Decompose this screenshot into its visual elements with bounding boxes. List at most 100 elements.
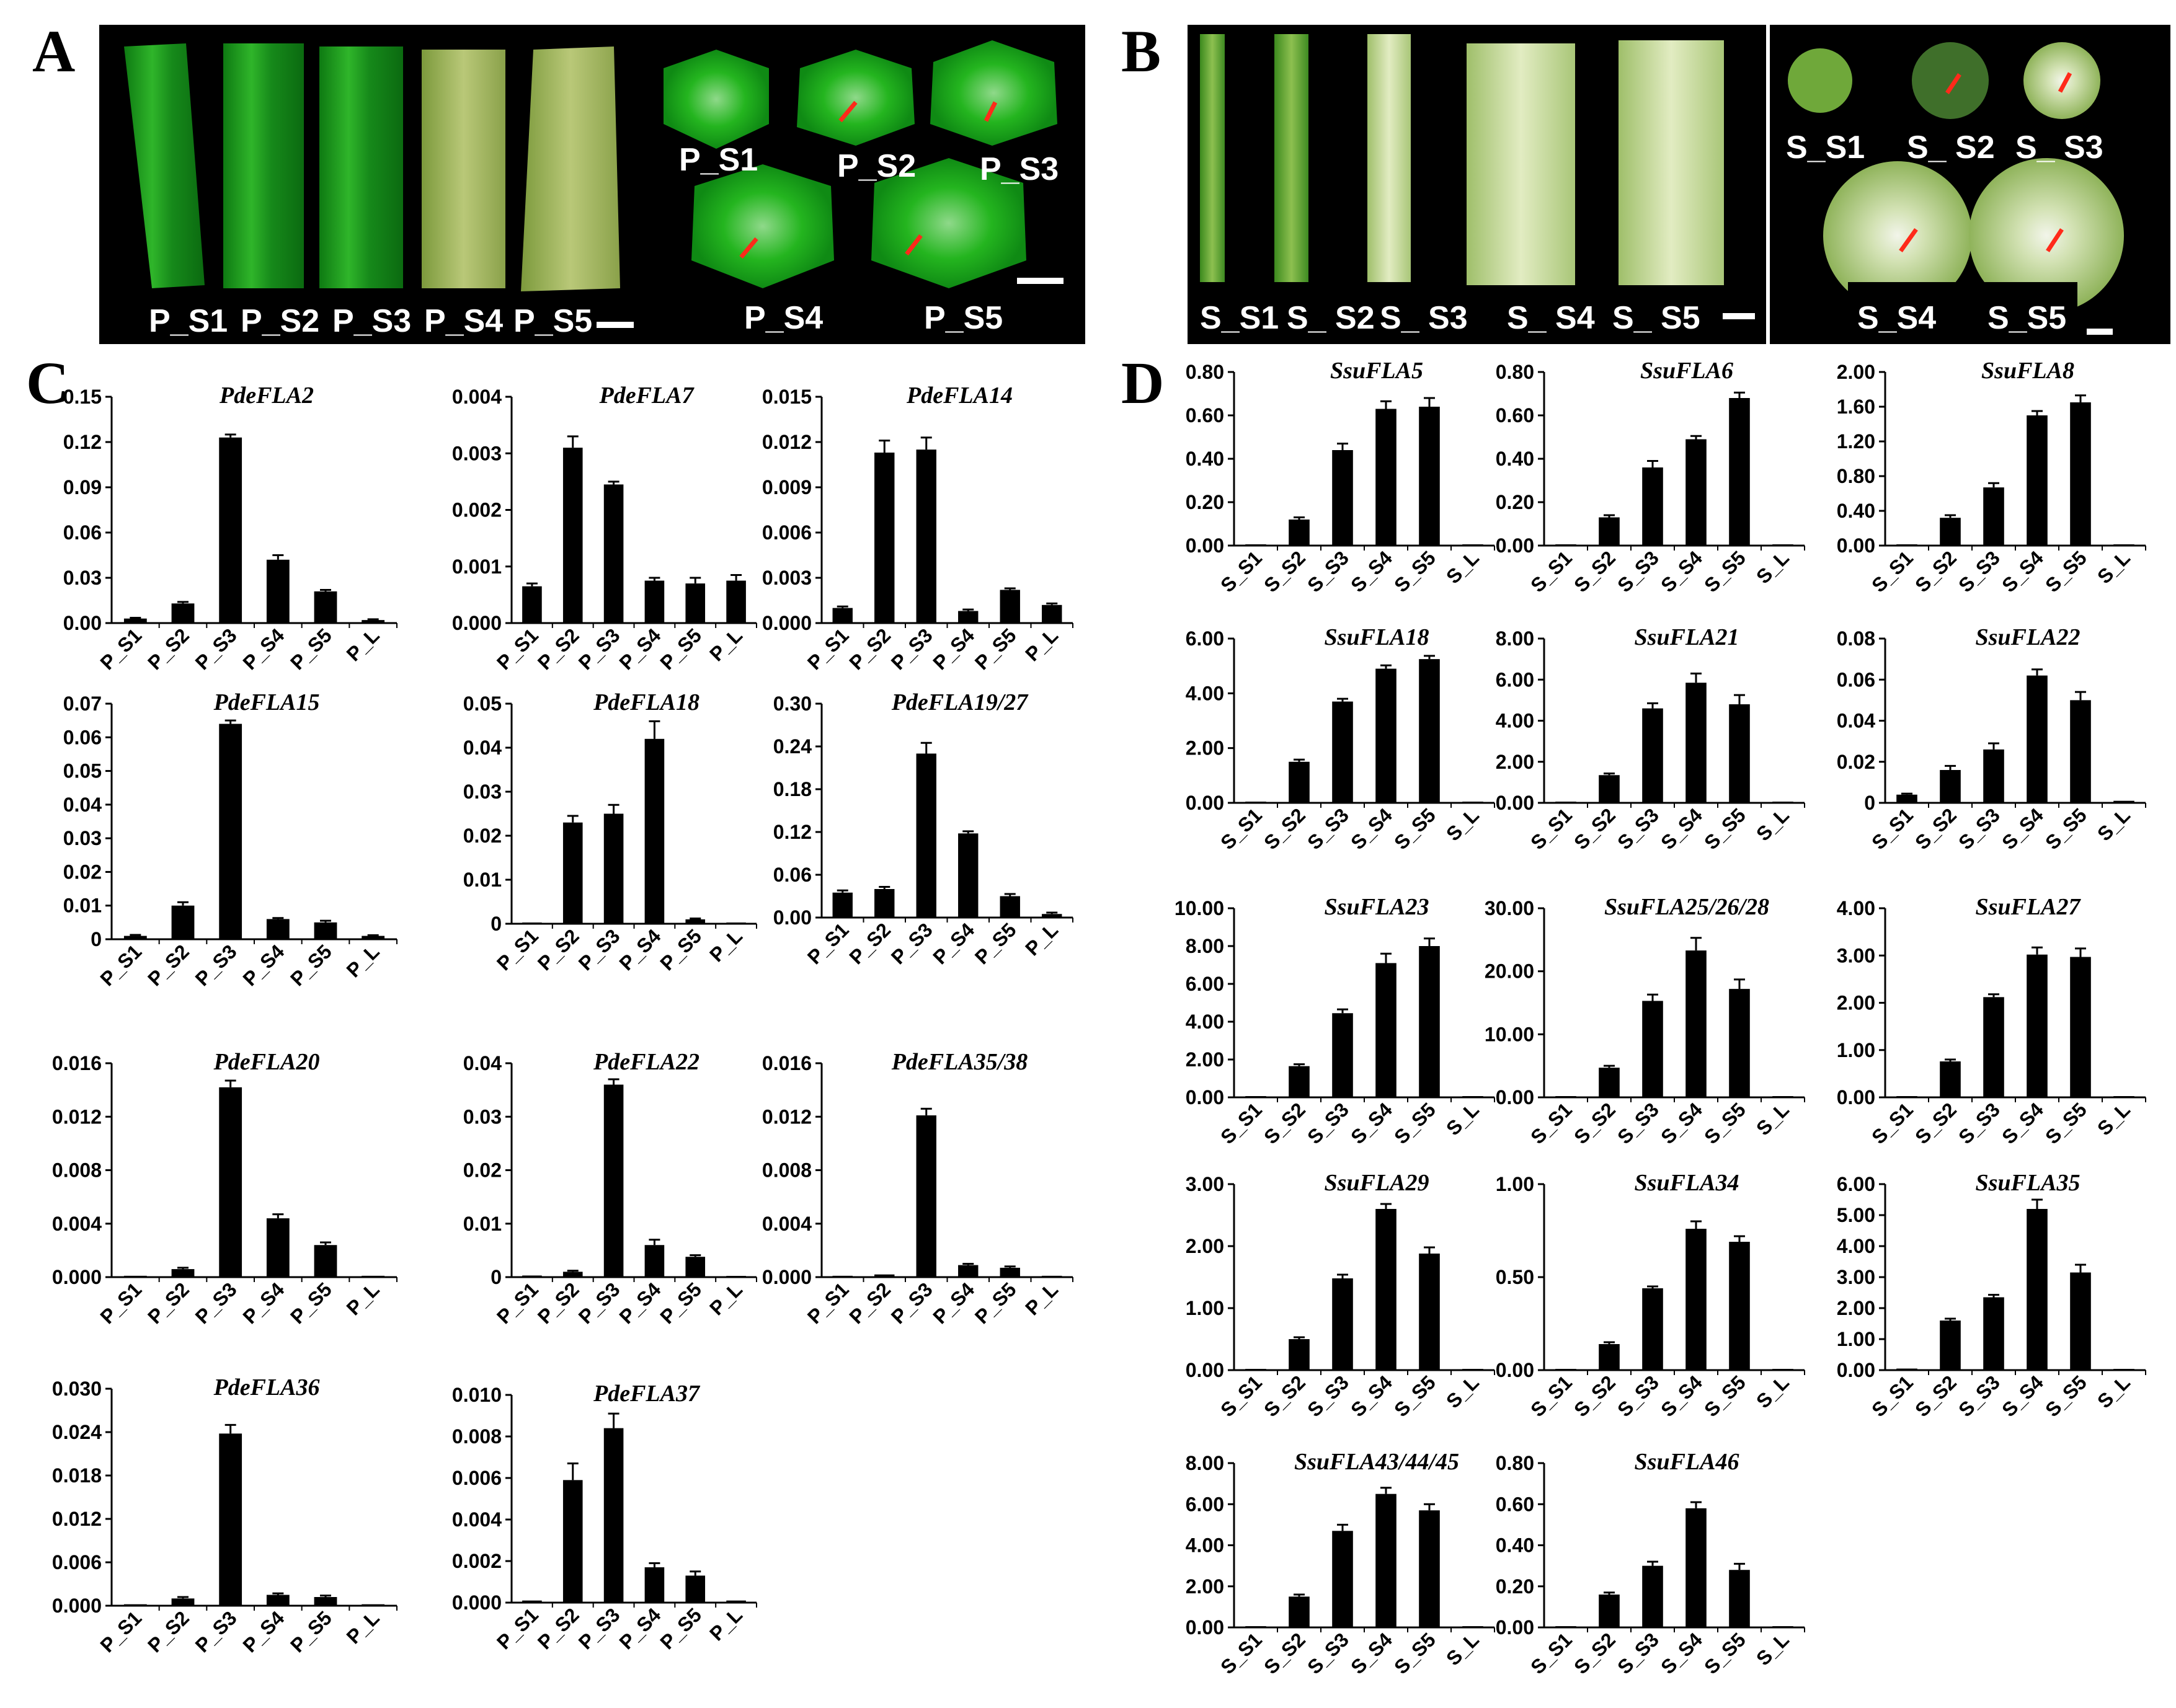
y-tick-label: 0.18	[773, 778, 812, 800]
bar	[1462, 802, 1483, 803]
y-tick-label: 0.000	[762, 1266, 812, 1288]
chart-title: PdeFLA35/38	[891, 1049, 1028, 1075]
bar	[1042, 914, 1062, 918]
x-tick-label: P_S2	[845, 1278, 895, 1328]
y-tick-label: 0.80	[1837, 465, 1875, 487]
bar	[2070, 957, 2091, 1097]
x-tick-label: P_S2	[143, 940, 193, 990]
bar	[644, 580, 665, 623]
y-tick-label: 0.04	[463, 1052, 502, 1074]
bar	[1772, 1096, 1793, 1097]
x-tick-label: P_L	[342, 624, 384, 665]
y-tick-label: 0.05	[63, 760, 102, 782]
x-tick-label: S_S3	[1613, 803, 1663, 854]
poplar-section-arrows	[739, 100, 998, 259]
bar-chart: PdeFLA14 0.000 0.003 0.006 0.009 0.012 0.015 P_…	[762, 383, 1073, 674]
bar	[726, 1600, 746, 1603]
y-tick-label: 0.15	[63, 386, 102, 408]
red-arrow-icon	[739, 237, 758, 259]
y-tick-label: 0.07	[63, 692, 102, 715]
x-tick-label: P_S3	[191, 940, 241, 990]
photo-label: P_S2	[837, 148, 916, 184]
x-tick-label: S_L	[1442, 1371, 1483, 1412]
bar	[522, 1600, 542, 1603]
bar	[874, 453, 895, 623]
y-tick-label: 0.02	[63, 861, 102, 883]
bar	[1896, 1368, 1917, 1370]
y-tick-label: 0.20	[1496, 491, 1534, 513]
y-tick-label: 4.00	[1186, 1011, 1224, 1033]
x-tick-label: S_S4	[1997, 803, 2048, 854]
chart-title: SsuFLA21	[1635, 624, 1739, 650]
x-tick-label: P_S3	[887, 624, 937, 674]
bar	[958, 1265, 979, 1277]
x-tick-label: S_S3	[1303, 546, 1353, 596]
x-tick-label: P_S5	[286, 940, 336, 990]
bar	[916, 1115, 936, 1277]
bar-chart: SsuFLA25/26/280.0010.0020.0030.00S_S1S_S…	[1485, 894, 1805, 1148]
y-tick-label: 0	[491, 1266, 502, 1288]
y-tick-label: 0.000	[452, 612, 502, 634]
x-tick-label: S_S2	[1259, 1628, 1310, 1678]
bar	[1599, 1068, 1620, 1097]
y-tick-label: 0.016	[762, 1052, 812, 1074]
y-tick-label: 0.000	[452, 1591, 502, 1614]
bar	[2070, 402, 2091, 546]
y-tick-label: 6.00	[1496, 668, 1534, 691]
x-tick-label: S_S3	[1954, 803, 2004, 854]
y-tick-label: 0.02	[463, 825, 502, 847]
x-tick-label: S_S2	[1911, 1098, 1961, 1148]
y-tick-label: 4.00	[1186, 1534, 1224, 1557]
x-tick-label: S_S5	[2041, 803, 2091, 854]
chart-title: PdeFLA18	[593, 689, 699, 715]
y-tick-label: 4.00	[1496, 710, 1534, 732]
y-tick-label: 0.004	[52, 1213, 102, 1235]
bar	[1983, 487, 2004, 546]
x-tick-label: P_S4	[238, 1278, 288, 1328]
y-tick-label: 6.00	[1186, 973, 1224, 995]
x-tick-label: P_S5	[970, 624, 1021, 674]
red-arrow-icon	[2046, 228, 2064, 252]
x-tick-label: P_S5	[655, 1603, 706, 1653]
y-tick-label: 0.016	[52, 1052, 102, 1074]
x-tick-label: P_S4	[615, 1278, 665, 1328]
chart-layer: PdeFLA20.000.030.060.090.120.15P_S1P_S2P…	[52, 358, 2146, 1678]
x-tick-label: S_L	[1752, 546, 1793, 588]
y-tick-label: 0.00	[1837, 1359, 1875, 1381]
y-tick-label: 0.01	[63, 895, 102, 917]
bar	[832, 1275, 853, 1277]
x-tick-label: S_S3	[1954, 1371, 2004, 1421]
y-tick-label: 0	[491, 913, 502, 935]
photo-label: S_S4	[1857, 300, 1936, 336]
bar	[2070, 1272, 2091, 1370]
red-arrow-icon	[1899, 228, 1918, 253]
bar	[1332, 1531, 1353, 1627]
willow-stem-s1	[1200, 34, 1225, 282]
bar	[1419, 1254, 1440, 1370]
bar	[1642, 1001, 1663, 1097]
y-tick-label: 4.00	[1837, 1235, 1875, 1257]
y-tick-label: 0.30	[773, 692, 812, 715]
y-tick-label: 0.000	[52, 1266, 102, 1288]
red-arrow-icon	[905, 234, 923, 256]
scale-bar	[597, 322, 634, 328]
x-tick-label: P_S1	[95, 624, 146, 674]
bar	[916, 449, 936, 623]
bar-chart: PdeFLA1800.010.020.030.040.05P_S1P_S2P_S…	[463, 689, 757, 975]
y-tick-label: 2.00	[1186, 1048, 1224, 1071]
bar	[219, 437, 242, 623]
x-tick-label: P_S4	[928, 624, 979, 674]
y-tick-label: 3.00	[1186, 1173, 1224, 1195]
bar	[1462, 1369, 1483, 1370]
bar	[1729, 989, 1750, 1097]
bar	[266, 1218, 290, 1277]
x-tick-label: S_S4	[1656, 803, 1707, 854]
poplar-stem-labels: P_S1 P_S2 P_S3 P_S4 P_S5	[149, 303, 592, 339]
y-tick-label: 0.012	[52, 1508, 102, 1530]
chart-title: SsuFLA34	[1635, 1170, 1739, 1196]
y-tick-label: 3.00	[1837, 944, 1875, 967]
chart-title: SsuFLA18	[1325, 624, 1429, 650]
bar	[1000, 896, 1020, 918]
y-tick-label: 2.00	[1837, 361, 1875, 383]
x-tick-label: P_S3	[191, 1278, 241, 1328]
